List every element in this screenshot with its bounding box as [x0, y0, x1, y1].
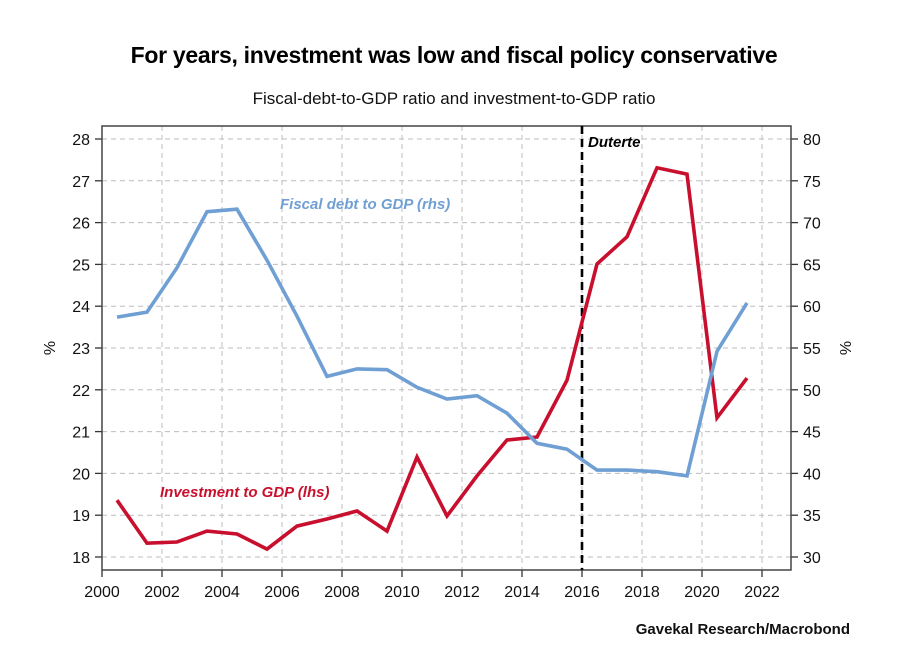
series-layer: [115, 165, 749, 552]
y-right-tick-label: 50: [803, 383, 821, 400]
chart-title: For years, investment was low and fiscal…: [130, 42, 778, 68]
y-left-tick-label: 27: [72, 174, 90, 191]
y-left-tick-label: 23: [72, 341, 90, 358]
y-left-tick-label: 28: [72, 132, 90, 149]
x-tick-label: 2002: [144, 584, 180, 601]
y-right-tick-label: 55: [803, 341, 821, 358]
series-label-investment: Investment to GDP (lhs): [160, 484, 329, 501]
axes: 18 19 20 21 22 23 24 25 26 27 28 30 35 40 45 50 55 60 65 70…: [72, 125, 821, 601]
y-left-tick-label: 18: [72, 550, 90, 567]
y-right-tick-label: 60: [803, 299, 821, 316]
x-tick-label: 2010: [384, 584, 420, 601]
x-tick-label: 2020: [684, 584, 720, 601]
y-right-tick-label: 35: [803, 508, 821, 525]
y-left-tick-label: 22: [72, 383, 90, 400]
y-left-tick-label: 25: [72, 257, 90, 274]
plot-frame: [101, 125, 792, 571]
y-left-tick-label: 24: [72, 299, 90, 316]
y-right-tick-label: 75: [803, 174, 821, 191]
y-right-tick-label: 65: [803, 257, 821, 274]
x-tick-label: 2022: [744, 584, 780, 601]
x-tick-label: 2008: [324, 584, 360, 601]
y-left-tick-label: 26: [72, 216, 90, 233]
y-left-tick-label: 21: [72, 425, 90, 442]
x-tick-label: 2018: [624, 584, 660, 601]
x-tick-label: 2004: [204, 584, 240, 601]
y-right-tick-label: 40: [803, 466, 821, 483]
y-right-tick-label: 45: [803, 425, 821, 442]
y-right-axis-label: %: [838, 341, 855, 355]
y-right-tick-label: 30: [803, 550, 821, 567]
source-note: Gavekal Research/Macrobond: [635, 621, 850, 638]
annotation-duterte-label: Duterte: [588, 134, 641, 151]
label-layer: % % Fiscal debt to GDP (rhs) Investment …: [42, 134, 855, 501]
x-tick-label: 2006: [264, 584, 300, 601]
chart-subtitle: Fiscal-debt-to-GDP ratio and investment-…: [252, 89, 656, 108]
x-tick-label: 2014: [504, 584, 540, 601]
x-tick-label: 2000: [84, 584, 120, 601]
y-left-tick-label: 19: [72, 508, 90, 525]
x-tick-label: 2012: [444, 584, 480, 601]
y-left-tick-label: 20: [72, 466, 90, 483]
y-left-axis-label: %: [42, 341, 59, 355]
y-right-tick-label: 80: [803, 132, 821, 149]
series-line-investment: [115, 165, 749, 552]
series-label-fiscal-debt: Fiscal debt to GDP (rhs): [280, 196, 450, 213]
y-right-tick-label: 70: [803, 216, 821, 233]
series-line-fiscal-debt: [116, 207, 749, 478]
x-tick-label: 2016: [564, 584, 600, 601]
